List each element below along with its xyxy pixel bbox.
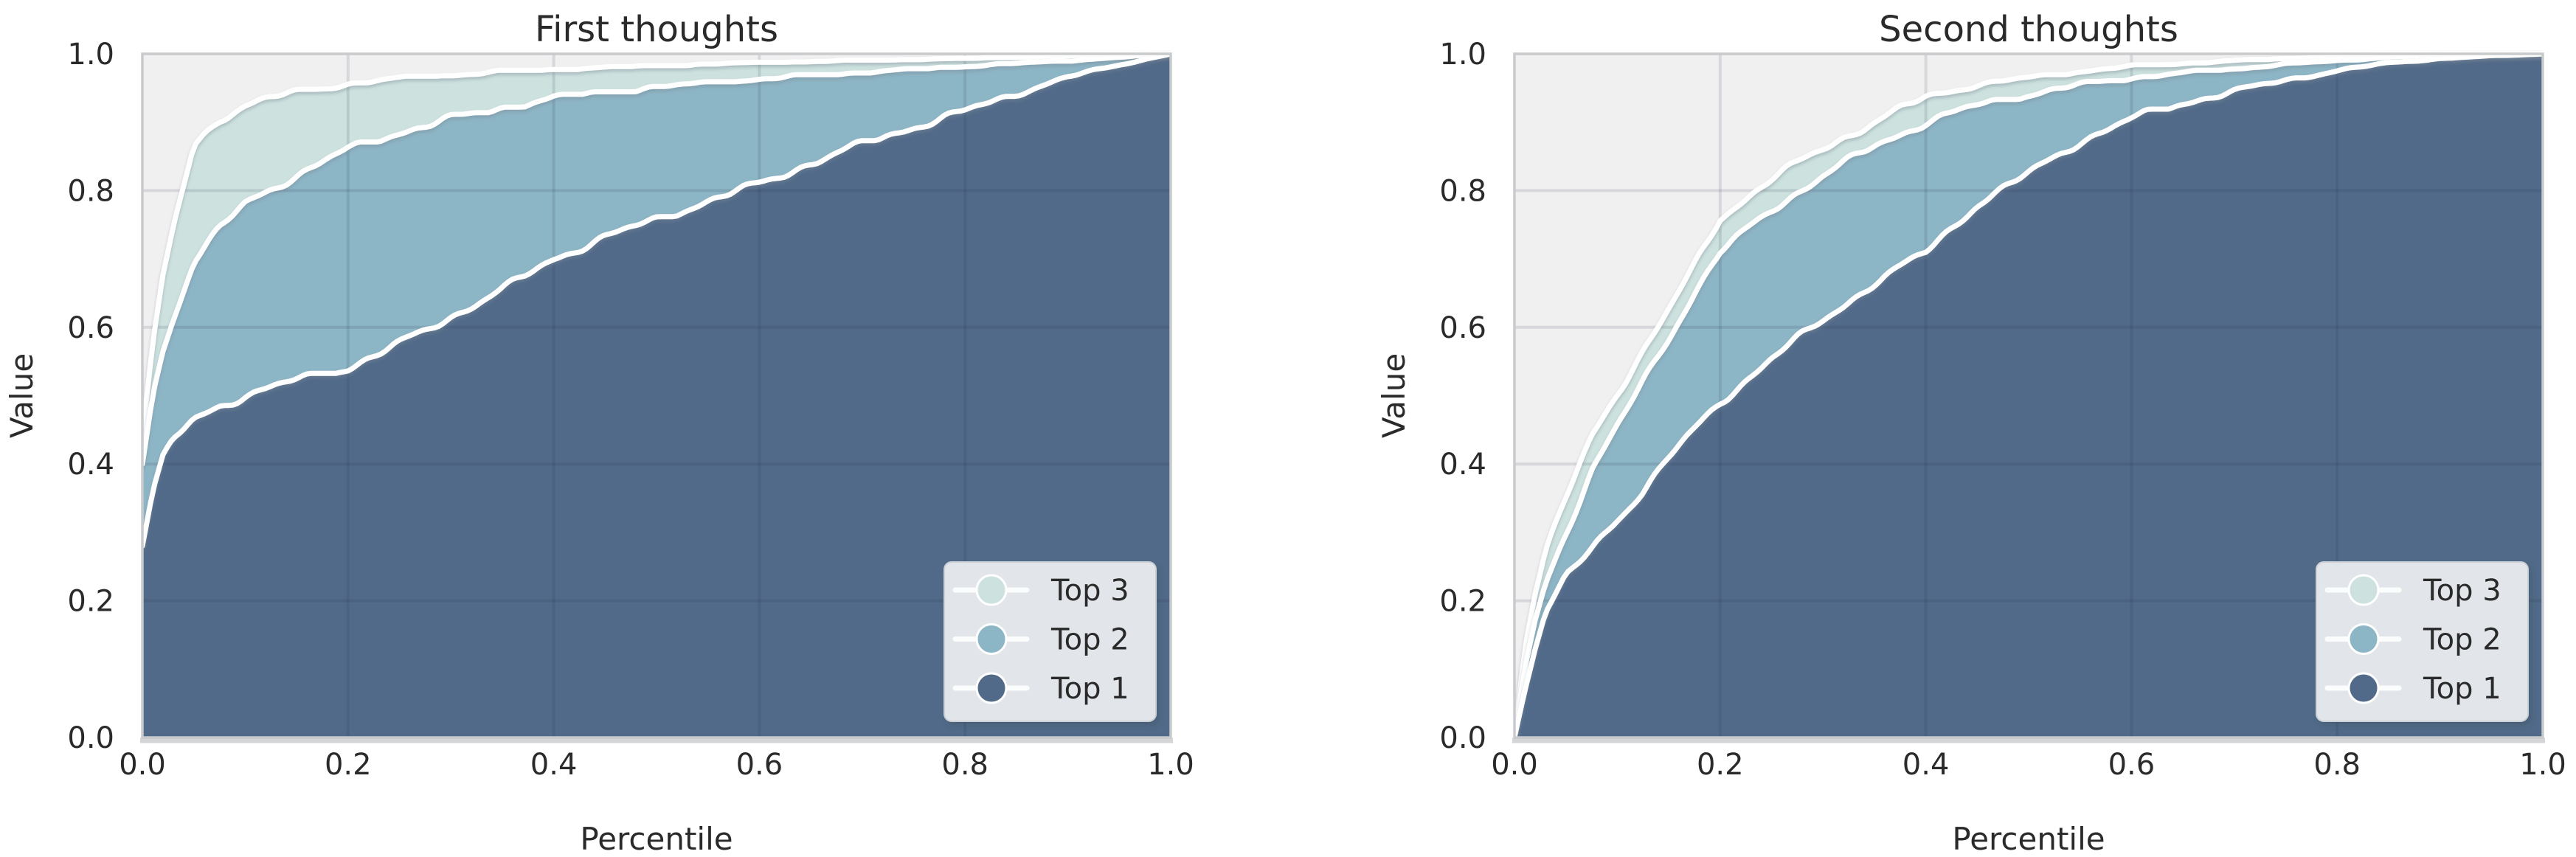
x-tick-label: 0.2 [325, 748, 372, 782]
y-tick-label: 0.6 [67, 311, 114, 345]
legend-marker-top-3-icon [2347, 574, 2380, 606]
curve-top-2 [1514, 51, 2543, 740]
area-top-1 [142, 54, 1171, 738]
curve-top-1 [142, 51, 1171, 549]
axes-spines [141, 52, 1172, 739]
legend: Top 3 Top 2 Top 1 [944, 561, 1157, 722]
x-tick-label: 0.0 [1491, 748, 1538, 782]
y-tick-label: 0.0 [67, 721, 114, 755]
y-tick-label: 0.2 [1439, 585, 1486, 619]
x-tick-label: 0.4 [530, 748, 578, 782]
x-tick-label: 0.2 [1697, 748, 1744, 782]
area-top-1 [1514, 54, 2543, 738]
legend-label: Top 3 [1050, 574, 1129, 608]
legend-label: Top 2 [2423, 623, 2501, 657]
y-tick-label: 0.0 [1439, 721, 1486, 755]
panel-second-thoughts: Second thoughts 0.0 0.2 0.4 0.6 0.8 1.0 0.0 0.2 0… [1376, 9, 2566, 857]
y-tick-label: 1.0 [67, 38, 114, 72]
legend-marker-top-2-icon [2347, 623, 2380, 655]
x-tick-label: 1.0 [2519, 748, 2566, 782]
x-tick-label: 0.0 [119, 748, 166, 782]
y-tick-label: 0.8 [1439, 174, 1486, 208]
axes-spines [1513, 52, 2544, 739]
chart-title: Second thoughts [1879, 9, 2178, 50]
legend-marker-top-2-icon [975, 623, 1008, 655]
curve-top-2 [142, 51, 1171, 467]
legend-marker-top-3-icon [975, 574, 1008, 606]
legend-label: Top 1 [1050, 672, 1129, 706]
chart-title: First thoughts [535, 9, 778, 50]
y-axis-label: Value [1376, 353, 1412, 438]
legend-marker-top-1-icon [975, 672, 1008, 704]
y-axis-label: Value [4, 353, 40, 438]
curve-top-3 [142, 51, 1171, 440]
y-tick-label: 0.8 [67, 174, 114, 208]
panel-first-thoughts: First thoughts 0.0 0.2 0.4 0.6 0.8 1.0 0.0 0.2 0.… [4, 9, 1194, 857]
x-tick-label: 0.8 [2313, 748, 2361, 782]
x-tick-label: 0.6 [736, 748, 783, 782]
x-tick-label: 0.6 [2108, 748, 2156, 782]
x-tick-label: 0.4 [1902, 748, 1950, 782]
y-tick-label: 0.2 [67, 585, 114, 619]
legend-marker-top-1-icon [2347, 672, 2380, 704]
legend-label: Top 2 [1050, 623, 1129, 657]
y-tick-label: 0.4 [1439, 448, 1486, 482]
legend-label: Top 1 [2423, 672, 2501, 706]
x-tick-label: 0.8 [941, 748, 988, 782]
x-axis-label: Percentile [580, 821, 733, 857]
curve-top-1 [1514, 51, 2543, 740]
x-axis-label: Percentile [1952, 821, 2105, 857]
y-tick-label: 0.6 [1439, 311, 1486, 345]
y-tick-label: 1.0 [1439, 38, 1486, 72]
legend-label: Top 3 [2423, 574, 2501, 608]
legend: Top 3 Top 2 Top 1 [2316, 561, 2529, 722]
grid-overlay [142, 54, 1171, 738]
x-tick-label: 1.0 [1147, 748, 1194, 782]
y-tick-label: 0.4 [67, 448, 114, 482]
